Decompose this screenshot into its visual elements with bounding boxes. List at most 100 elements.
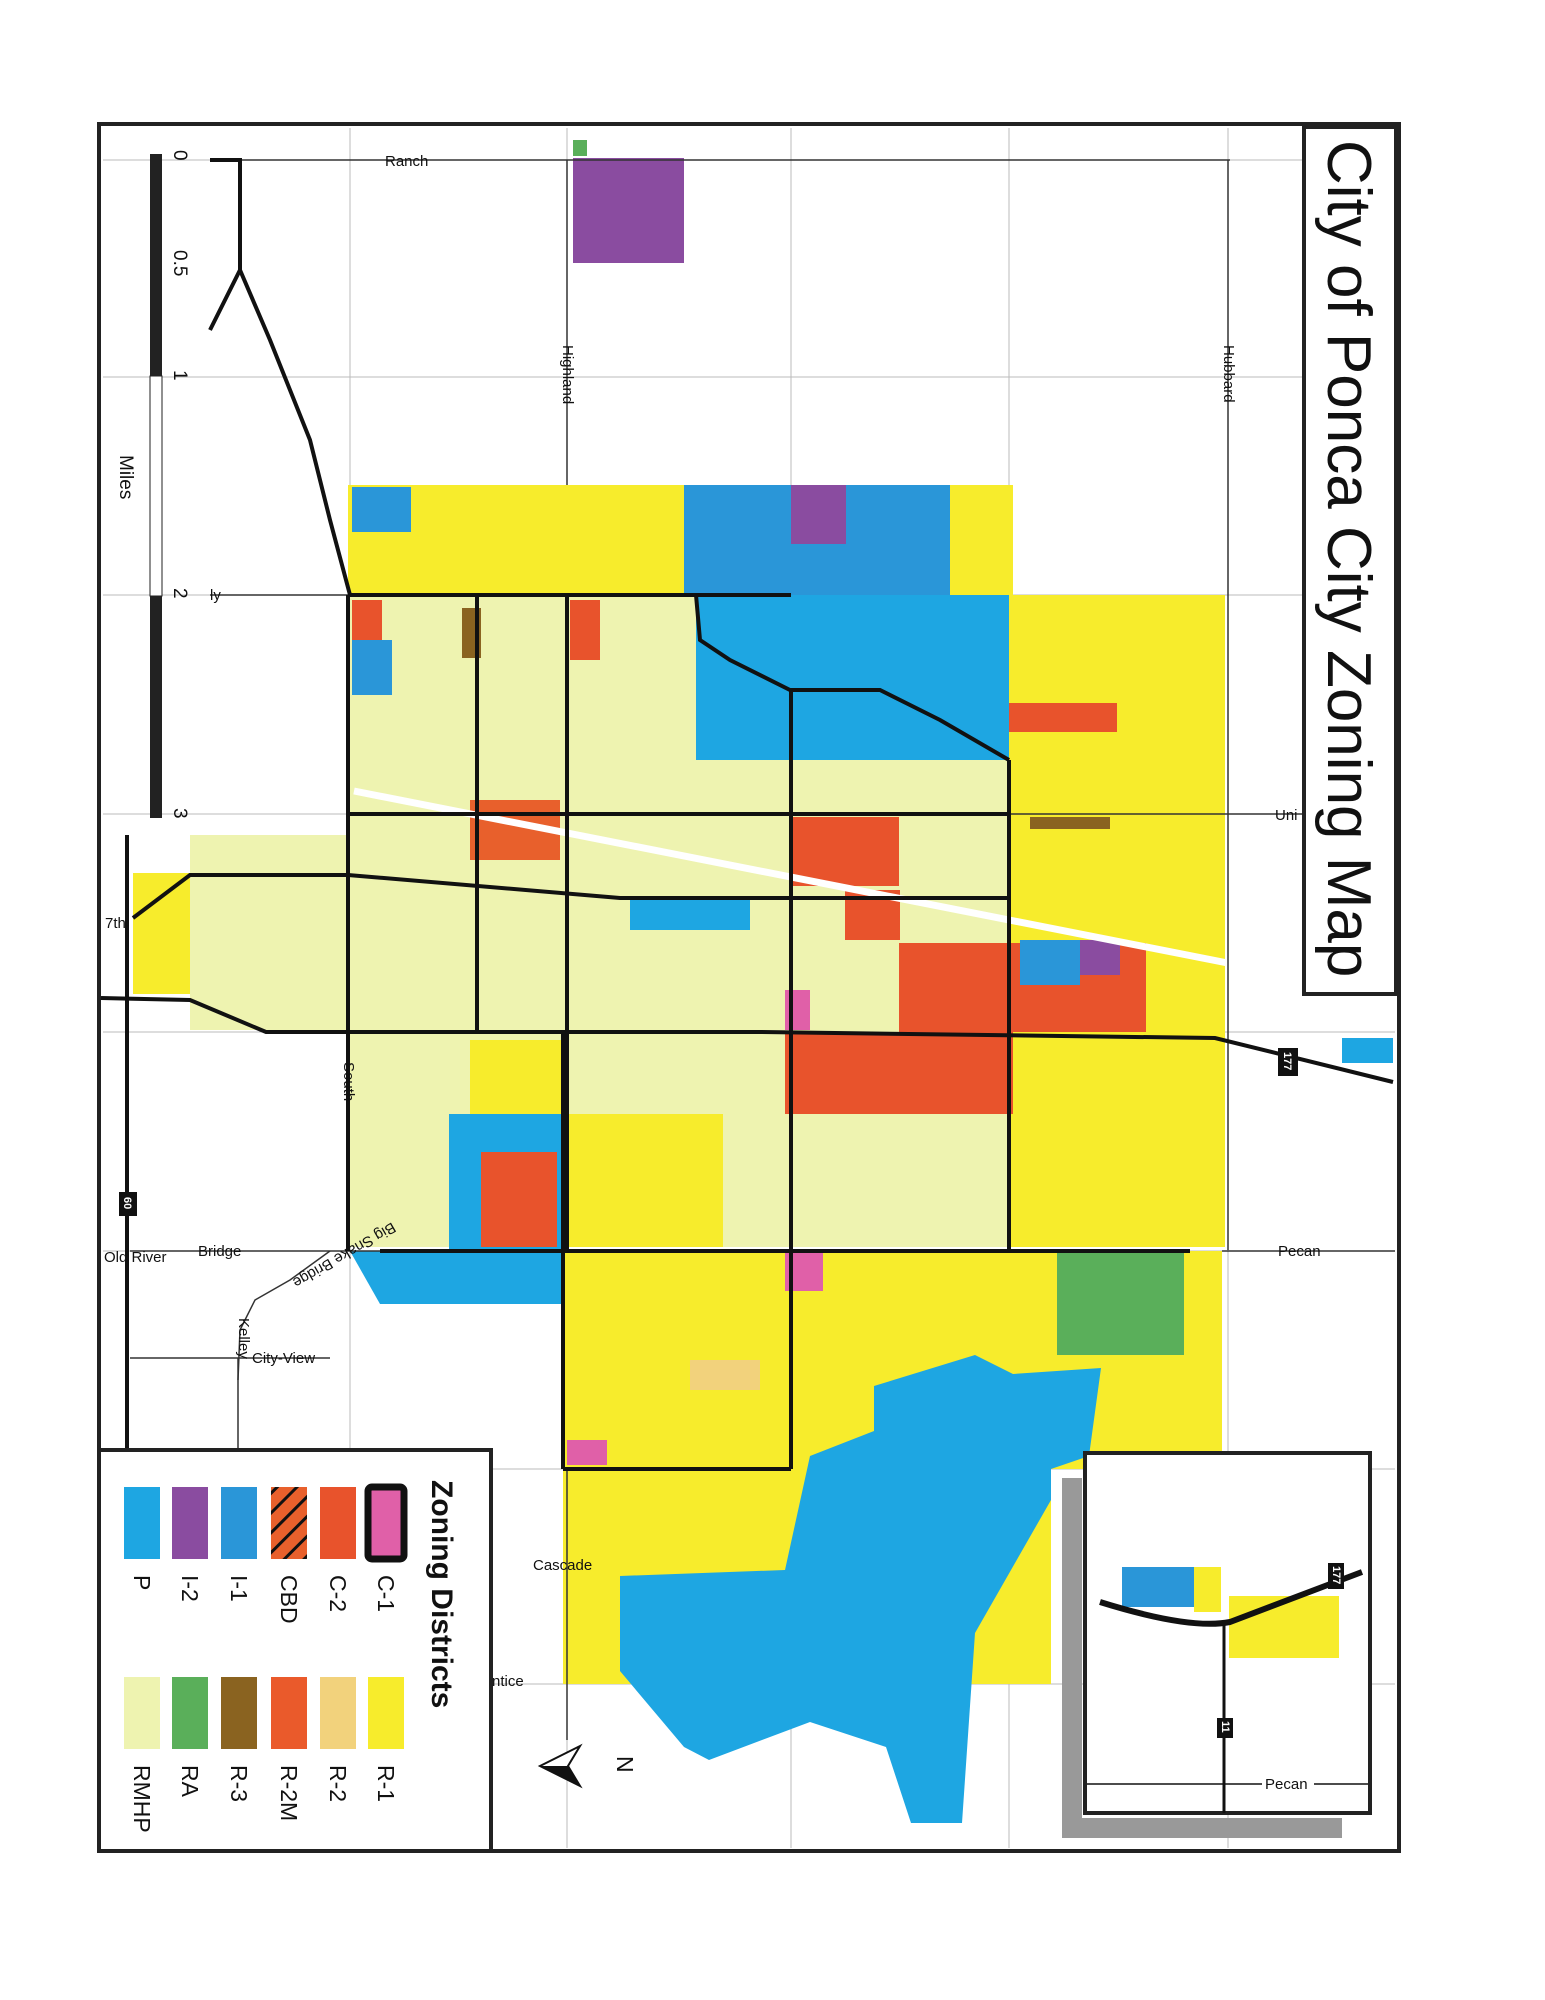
legend-title: Zoning Districts [425, 1480, 458, 1708]
legend-item-i-1: I-1 [221, 1487, 257, 1602]
legend-swatch-i-1 [221, 1487, 257, 1559]
scale-unit: Miles [115, 455, 136, 499]
legend-swatch-c-2 [320, 1487, 356, 1559]
legend-swatch-rmhp [124, 1677, 160, 1749]
zone-c2 [785, 1032, 1013, 1114]
zone-p [350, 1251, 449, 1304]
zone-p [1342, 1038, 1393, 1063]
zone-i1 [352, 640, 392, 695]
zone-r3 [1030, 817, 1110, 829]
legend-item-r-2: R-2 [320, 1677, 356, 1802]
street-label-cascade: Cascade [533, 1557, 592, 1574]
legend-swatch-r-3 [221, 1677, 257, 1749]
svg-text:177: 177 [1330, 1566, 1342, 1584]
legend-label-p: P [129, 1575, 155, 1590]
zone-ra [1057, 1251, 1184, 1355]
major-roads [100, 158, 1394, 1848]
inset-map: 177 11 Pecan [1062, 1451, 1372, 1838]
street-label-bridge: Bridge [198, 1243, 241, 1260]
street-label-ranch: Ranch [385, 153, 428, 170]
map-title: City of Ponca City Zoning Map [1314, 140, 1383, 977]
street-label-south: South [340, 1062, 357, 1101]
street-label-pecan: Pecan [1278, 1243, 1321, 1260]
zone-p [696, 595, 1009, 760]
legend-label-rmhp: RMHP [129, 1765, 155, 1833]
street-label-7th: 7th [105, 915, 126, 932]
legend-label-r-2m: R-2M [276, 1765, 302, 1821]
zone-i1 [1020, 940, 1080, 985]
zone-c2 [1009, 703, 1117, 732]
legend-label-cbd: CBD [276, 1575, 302, 1624]
street-label-ly: ly [210, 587, 221, 604]
scale-tick-0-5: 0.5 [169, 250, 190, 276]
inset-label-pecan: Pecan [1265, 1776, 1308, 1793]
legend-label-c-1: C-1 [373, 1575, 399, 1612]
scale-tick-2: 2 [169, 588, 190, 599]
zone-c2 [791, 817, 899, 886]
zone-c2 [481, 1152, 557, 1247]
legend-label-c-2: C-2 [325, 1575, 351, 1612]
legend-item-c-2: C-2 [320, 1487, 356, 1612]
legend-swatch-r-2 [320, 1677, 356, 1749]
zone-r1 [133, 873, 190, 994]
zone-r2 [690, 1360, 760, 1390]
street-label-city-view: City-View [252, 1350, 315, 1367]
svg-text:11: 11 [1219, 1721, 1231, 1733]
legend-item-cbd: CBD [271, 1487, 307, 1624]
scale-bar: 0 0.5 1 2 3 Miles [115, 150, 190, 819]
scale-tick-1: 1 [169, 370, 190, 381]
legend-item-i-2: I-2 [172, 1487, 208, 1602]
legend-swatch-c-1 [364, 1483, 408, 1563]
railroad [353, 787, 1254, 972]
scale-tick-3: 3 [169, 808, 190, 819]
route-shield-177: 177 [1278, 1048, 1298, 1076]
legend-item-rmhp: RMHP [124, 1677, 160, 1833]
street-label-hubbard: Hubbard [1220, 345, 1237, 403]
scale-tick-0: 0 [169, 150, 190, 161]
zone-r1 [470, 1040, 563, 1114]
north-label: N [612, 1756, 638, 1773]
street-label-union: Uni [1275, 807, 1298, 824]
legend-swatch-p [124, 1487, 160, 1559]
legend-label-r-1: R-1 [373, 1765, 399, 1802]
street-label-old-river: Old River [104, 1249, 167, 1266]
legend-item-p: P [124, 1487, 160, 1590]
zone-r1 [563, 1114, 723, 1247]
legend-label-i-2: I-2 [177, 1575, 203, 1602]
svg-text:60: 60 [121, 1197, 133, 1209]
zone-i2 [573, 158, 684, 263]
zone-c2 [570, 600, 600, 660]
zone-i2 [791, 485, 846, 544]
street-label-prentice: ntice [492, 1673, 524, 1690]
title-box [1302, 125, 1398, 996]
legend-item-r-3: R-3 [221, 1677, 257, 1802]
zone-i2 [1080, 940, 1120, 975]
zone-i1 [352, 487, 411, 532]
legend-item-c-1: C-1 [364, 1483, 408, 1612]
zone-c1 [785, 990, 810, 1030]
legend-item-r-1: R-1 [368, 1677, 404, 1802]
north-arrow: N [537, 1743, 638, 1789]
zone-p [630, 900, 750, 930]
legend-label-r-3: R-3 [226, 1765, 252, 1802]
legend-swatch-r-2m [271, 1677, 307, 1749]
legend-swatch-ra [172, 1677, 208, 1749]
legend-item-ra: RA [172, 1677, 208, 1798]
legend-label-ra: RA [177, 1765, 203, 1798]
zone-ra [573, 140, 587, 156]
legend-swatch-i-2 [172, 1487, 208, 1559]
street-label-kelley: Kelley [235, 1318, 252, 1359]
route-shield-60: 60 [119, 1192, 137, 1216]
zoning-areas [133, 140, 1393, 1823]
zone-r1 [1009, 595, 1225, 1247]
legend-label-i-1: I-1 [226, 1575, 252, 1602]
zone-r1 [950, 485, 1013, 595]
legend-swatch-cbd [271, 1487, 307, 1559]
legend-label-r-2: R-2 [325, 1765, 351, 1802]
zone-p-lake [620, 1355, 1101, 1823]
zone-c1 [567, 1440, 607, 1465]
svg-text:177: 177 [1281, 1052, 1293, 1070]
legend: Zoning Districts C-1 C-2 CBD I-1 I-2 P R-1 R-2 R… [97, 1448, 493, 1853]
legend-swatch-r-1 [368, 1677, 404, 1749]
